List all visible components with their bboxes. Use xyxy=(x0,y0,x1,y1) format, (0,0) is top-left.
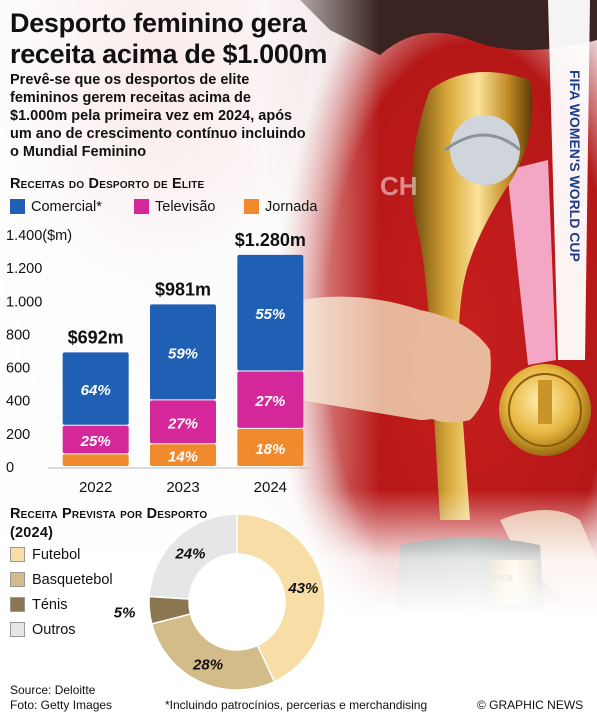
pie-chart-legend: Futebol Basquetebol Ténis Outros xyxy=(10,547,113,647)
legend-swatch-jornada xyxy=(244,199,259,214)
pie-legend-item-tenis: Ténis xyxy=(10,597,113,622)
legend-label-jornada: Jornada xyxy=(265,199,318,215)
page-title: Desporto feminino gera receita acima de … xyxy=(10,8,328,69)
bar-chart-title: Receitas do Desporto de Elite xyxy=(10,176,205,192)
pie-legend-swatch-basquetebol xyxy=(10,572,25,587)
graphic-news-credit: © GRAPHIC NEWS xyxy=(477,698,584,712)
pie-legend-item-basquetebol: Basquetebol xyxy=(10,572,113,597)
legend-label-comercial: Comercial* xyxy=(31,199,102,215)
legend-item-comercial: Comercial* xyxy=(10,199,102,215)
legend-item-jornada: Jornada xyxy=(244,199,317,215)
pie-legend-label-outros: Outros xyxy=(32,622,76,638)
pie-legend-label-tenis: Ténis xyxy=(32,597,68,613)
pie-chart-title: Receita Prevista por Desporto (2024) xyxy=(10,506,208,541)
pie-legend-item-outros: Outros xyxy=(10,622,113,647)
footnote: *Incluindo patrocínios, percerias e merc… xyxy=(165,698,428,712)
legend-item-televisao: Televisão xyxy=(134,199,215,215)
pie-legend-swatch-futebol xyxy=(10,547,25,562)
pie-legend-label-futebol: Futebol xyxy=(32,547,81,563)
legend-label-televisao: Televisão xyxy=(155,199,216,215)
pie-legend-swatch-tenis xyxy=(10,597,25,612)
pie-legend-label-basquetebol: Basquetebol xyxy=(32,572,113,588)
page-subtitle: Prevê-se que os desportos de elite femin… xyxy=(10,72,306,160)
source-text: Source: Deloitte xyxy=(10,683,96,697)
photo-credit: Foto: Getty Images xyxy=(10,698,113,712)
legend-swatch-televisao xyxy=(134,199,149,214)
ribbon-text: FIFA WOMEN'S WORLD CUP xyxy=(567,70,583,262)
legend-swatch-comercial xyxy=(10,199,25,214)
pie-legend-item-futebol: Futebol xyxy=(10,547,113,572)
shirt-text: CH xyxy=(380,171,418,201)
pie-legend-swatch-outros xyxy=(10,622,25,637)
